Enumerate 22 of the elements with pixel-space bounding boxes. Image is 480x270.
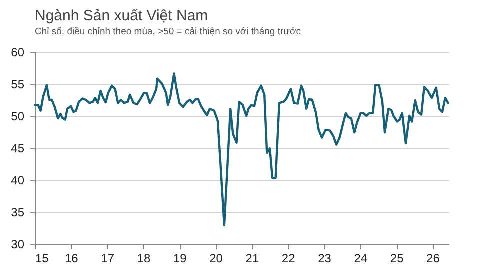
y-tick-label: 45 [11, 142, 25, 156]
chart-subtitle: Chỉ số, điều chỉnh theo mùa, >50 = cải thiện so với tháng trước [35, 26, 302, 38]
x-tick-label: 18 [137, 252, 151, 266]
x-tick-label: 20 [210, 252, 224, 266]
x-tick-label: 22 [282, 252, 296, 266]
x-tick-label: 19 [173, 252, 188, 266]
x-tick-label: 17 [101, 252, 115, 266]
chart-title: Ngành Sản xuất Việt Nam [35, 8, 208, 24]
x-tick-label: 26 [426, 252, 440, 266]
y-tick-label: 55 [11, 78, 25, 92]
x-tick-label: 21 [246, 252, 260, 266]
y-tick-label: 50 [11, 110, 25, 124]
y-tick-label: 30 [11, 238, 25, 252]
y-tick-label: 35 [11, 206, 25, 220]
y-tick-label: 40 [11, 174, 25, 188]
x-tick-label: 23 [318, 252, 332, 266]
x-tick-label: 25 [390, 252, 404, 266]
x-tick-label: 24 [354, 252, 368, 266]
x-tick-label: 15 [36, 252, 50, 266]
line-series [34, 72, 450, 227]
y-tick-label: 60 [11, 46, 25, 60]
x-tick-label: 16 [64, 252, 79, 266]
